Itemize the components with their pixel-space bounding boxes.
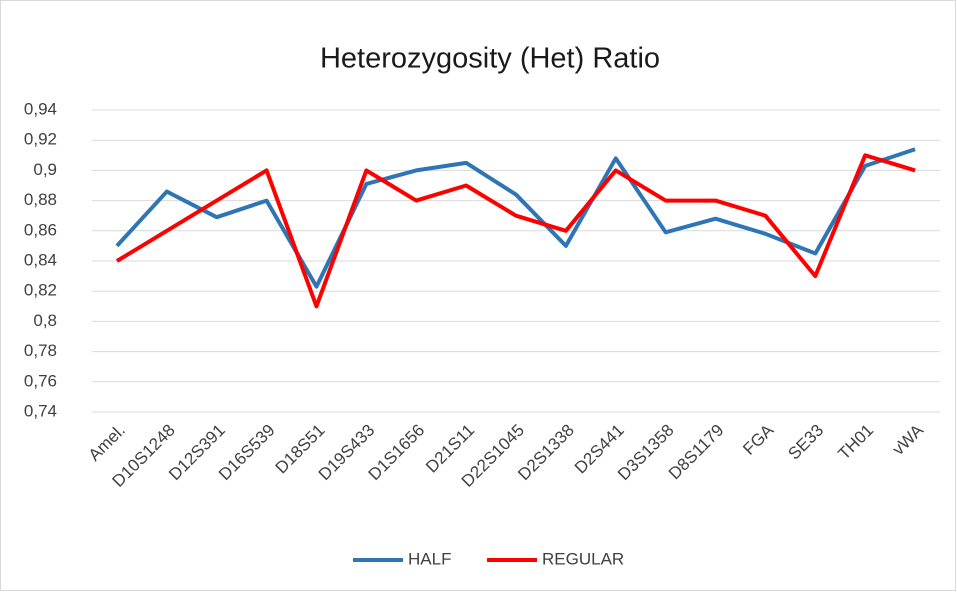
y-tick-label: 0,8 (33, 311, 57, 330)
chart-title: Heterozygosity (Het) Ratio (320, 43, 660, 75)
y-tick-label: 0,86 (24, 220, 57, 239)
series-line (115, 153, 916, 309)
y-tick-label: 0,88 (24, 190, 57, 209)
y-tick-label: 0,94 (24, 99, 57, 118)
y-tick-label: 0,78 (24, 341, 57, 360)
y-tick-label: 0,74 (24, 401, 57, 420)
y-tick-label: 0,82 (24, 281, 57, 300)
series-line (115, 147, 916, 289)
y-tick-label: 0,92 (24, 130, 57, 149)
y-tick-label: 0,84 (24, 250, 57, 269)
y-tick-label: 0,76 (24, 371, 57, 390)
legend-label: HALF (408, 549, 451, 568)
y-tick-label: 0,9 (33, 160, 57, 179)
legend-label: REGULAR (542, 549, 624, 568)
